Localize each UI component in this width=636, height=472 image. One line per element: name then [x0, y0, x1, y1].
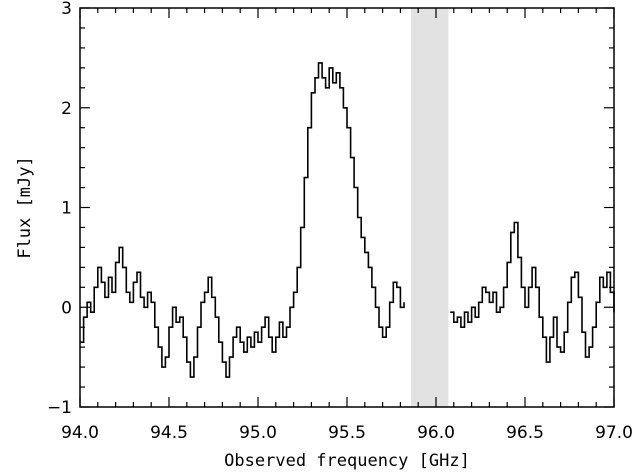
y-tick-label: −1 [47, 398, 72, 418]
y-tick-label: 3 [61, 0, 72, 19]
spectrum-lines [80, 62, 615, 378]
spectrum-series-1 [80, 62, 405, 378]
spectrum-series-2 [450, 221, 615, 363]
x-tick-label: 95.5 [328, 423, 366, 443]
x-axis-title: Observed frequency [GHz] [224, 451, 470, 471]
excluded-frequency-band [411, 8, 449, 407]
y-axis-title: Flux [mJy] [15, 156, 35, 258]
y-tick-label: 2 [61, 99, 72, 119]
y-tick-label: 1 [61, 199, 72, 219]
x-tick-label: 94.5 [150, 423, 188, 443]
x-tick-label: 95.0 [239, 423, 277, 443]
y-tick-label: 0 [61, 298, 72, 318]
x-tick-label: 94.0 [61, 423, 99, 443]
x-tick-label: 96.5 [506, 423, 544, 443]
x-tick-labels: 94.0 94.5 95.0 95.5 96.0 96.5 97.0 [61, 423, 633, 443]
y-tick-labels: −1 0 1 2 3 [47, 0, 72, 418]
plot-frame [79, 7, 615, 408]
x-tick-label: 96.0 [417, 423, 455, 443]
x-tick-label: 97.0 [595, 423, 633, 443]
